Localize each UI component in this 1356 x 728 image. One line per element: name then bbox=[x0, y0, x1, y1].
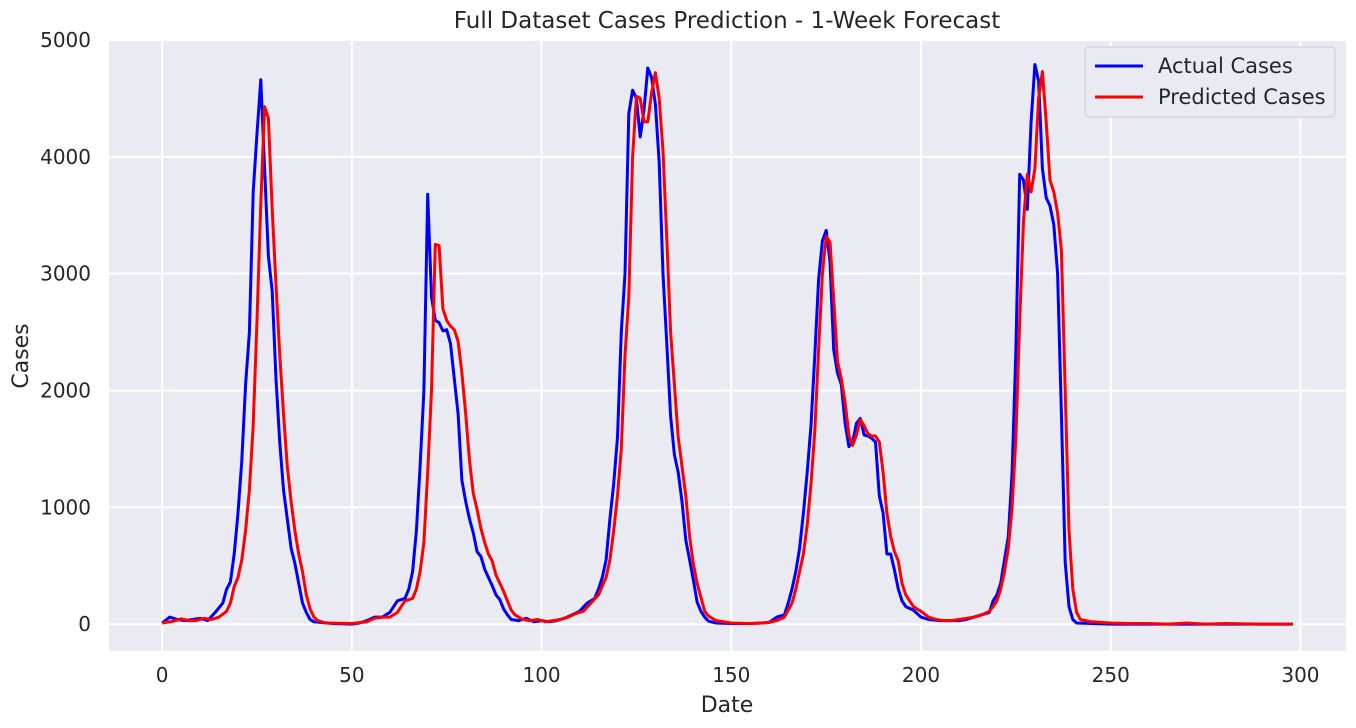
legend-box bbox=[1084, 46, 1336, 118]
grid-lines bbox=[109, 39, 1346, 651]
y-tick-label: 3000 bbox=[40, 262, 91, 286]
x-tick-labels: 0 50 100 150 200 250 300 bbox=[156, 663, 1320, 687]
y-tick-label: 4000 bbox=[40, 145, 91, 169]
x-tick-label: 0 bbox=[156, 663, 169, 687]
x-tick-label: 100 bbox=[522, 663, 560, 687]
legend: Actual Cases Predicted Cases bbox=[1084, 46, 1336, 118]
chart-title: Full Dataset Cases Prediction - 1-Week F… bbox=[454, 8, 1000, 34]
y-tick-label: 1000 bbox=[40, 495, 91, 519]
y-tick-label: 2000 bbox=[40, 378, 91, 402]
series-lines bbox=[161, 63, 1293, 626]
y-tick-labels: 0 1000 2000 3000 4000 5000 bbox=[40, 28, 91, 636]
y-tick-label: 0 bbox=[78, 612, 91, 636]
predicted-cases-line bbox=[161, 70, 1293, 626]
y-tick-label: 5000 bbox=[40, 28, 91, 52]
legend-label-predicted: Predicted Cases bbox=[1158, 85, 1326, 109]
y-axis-title: Cases bbox=[9, 323, 34, 388]
x-axis-title: Date bbox=[701, 693, 754, 718]
x-tick-label: 150 bbox=[712, 663, 750, 687]
x-tick-label: 50 bbox=[339, 663, 364, 687]
x-tick-label: 250 bbox=[1092, 663, 1130, 687]
x-tick-label: 300 bbox=[1281, 663, 1319, 687]
plot-area bbox=[109, 40, 1346, 651]
legend-label-actual: Actual Cases bbox=[1158, 54, 1293, 78]
x-tick-label: 200 bbox=[902, 663, 940, 687]
